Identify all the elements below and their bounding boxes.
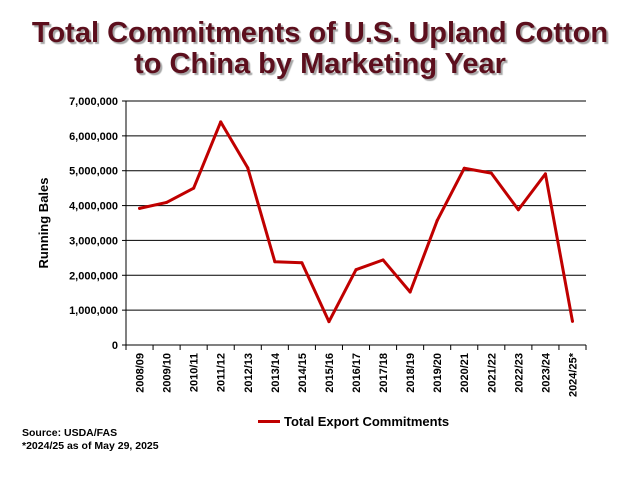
footnotes: Source: USDA/FAS *2024/25 as of May 29, … [22, 427, 159, 453]
x-tick-label: 2018/19 [405, 353, 417, 393]
data-point [165, 200, 169, 204]
x-tick-label: 2017/18 [378, 353, 390, 393]
data-point [246, 166, 250, 170]
data-point [138, 206, 142, 210]
data-point [354, 268, 358, 272]
chart-title: Total Commitments of U.S. Upland Cotton … [0, 18, 640, 80]
y-tick-label: 7,000,000 [69, 96, 118, 108]
data-point [273, 260, 277, 264]
legend: Total Export Commitments [258, 414, 449, 429]
x-tick-label: 2014/15 [297, 353, 309, 393]
x-tick-label: 2020/21 [459, 353, 471, 393]
chart-title-line-2: to China by Marketing Year [134, 48, 506, 80]
data-point [516, 208, 520, 212]
y-tick-label: 4,000,000 [69, 201, 118, 213]
data-point [462, 166, 466, 170]
x-tick-label: 2023/24 [540, 352, 552, 393]
data-point [435, 219, 439, 223]
y-tick-label: 0 [112, 340, 118, 352]
y-tick-label: 3,000,000 [69, 235, 118, 247]
x-tick-label: 2021/22 [486, 353, 498, 393]
data-point [543, 172, 547, 176]
chart-title-line-1: Total Commitments of U.S. Upland Cotton [31, 17, 609, 49]
data-point [192, 186, 196, 190]
y-tick-label: 5,000,000 [69, 166, 118, 178]
x-tick-label: 2019/20 [432, 353, 444, 393]
y-tick-label: 2,000,000 [69, 270, 118, 282]
x-tick-label: 2016/17 [351, 353, 363, 393]
x-tick-label: 2010/11 [189, 353, 201, 392]
data-point [219, 120, 223, 124]
source-note: Source: USDA/FAS [22, 427, 118, 439]
data-point [300, 261, 304, 265]
y-tick-label: 1,000,000 [69, 305, 118, 317]
x-tick-label: 2008/09 [135, 353, 147, 393]
data-point [489, 171, 493, 175]
x-tick-label: 2015/16 [324, 353, 336, 393]
x-tick-label: 2022/23 [513, 353, 525, 393]
data-point [570, 319, 574, 323]
x-tick-label: 2012/13 [243, 353, 255, 393]
asof-note: *2024/25 as of May 29, 2025 [22, 440, 159, 452]
x-tick-label: 2011/12 [216, 353, 228, 392]
data-point [408, 290, 412, 294]
x-tick-label: 2013/14 [270, 352, 282, 393]
data-point [327, 320, 331, 324]
y-tick-label: 6,000,000 [69, 131, 118, 143]
legend-swatch [258, 420, 280, 423]
series-line [138, 120, 574, 324]
legend-label: Total Export Commitments [284, 414, 450, 429]
x-tick-label: 2009/10 [162, 353, 174, 393]
x-tick-label: 2024/25* [567, 352, 579, 397]
data-point [381, 258, 385, 262]
y-axis-label: Running Bales [36, 177, 51, 268]
